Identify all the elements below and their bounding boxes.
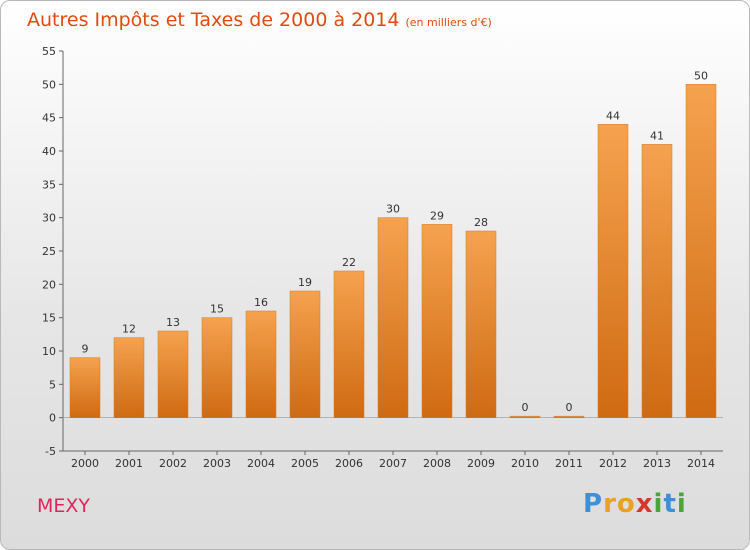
data-label: 16 [254,296,268,309]
data-label: 44 [606,109,620,122]
y-tick-label: 5 [49,378,56,391]
chart-title: Autres Impôts et Taxes de 2000 à 2014 (en… [27,9,492,31]
y-tick-label: -5 [45,445,56,458]
data-label: 13 [166,316,180,329]
data-label: 0 [522,401,529,414]
y-tick-label: 20 [42,278,56,291]
x-tick-label: 2003 [203,457,231,470]
y-tick-label: 25 [42,245,56,258]
x-tick-label: 2008 [423,457,451,470]
logo-letter: x [635,489,654,519]
y-tick-label: 45 [42,112,56,125]
logo-letter: o [616,489,636,519]
logo-letter: i [653,489,664,519]
bar [201,317,233,418]
data-label: 12 [122,323,136,336]
data-label: 19 [298,276,312,289]
data-label: 0 [566,401,573,414]
y-tick-label: 0 [49,412,56,425]
bar [509,415,541,418]
x-tick-label: 2004 [247,457,275,470]
bar [333,270,365,418]
bar [597,124,629,418]
bar [69,357,101,418]
bar [377,217,409,418]
x-tick-label: 2005 [291,457,319,470]
x-tick-label: 2000 [71,457,99,470]
commune-name: MEXY [37,495,91,517]
x-tick-label: 2011 [555,457,583,470]
axes: -5 0 5 10 15 20 25 30 35 40 45 50 55 2000 2001 2002 2003… [42,45,723,470]
data-label: 28 [474,216,488,229]
x-tick-label: 2006 [335,457,363,470]
data-label: 50 [694,69,708,82]
data-label: 22 [342,256,356,269]
y-tick-label: 15 [42,312,56,325]
bar [245,310,277,418]
y-tick-label: 35 [42,178,56,191]
chart-subtitle: (en milliers d'€) [405,16,492,29]
data-label: 15 [210,303,224,316]
x-tick-label: 2009 [467,457,495,470]
data-label: 29 [430,209,444,222]
y-tick-label: 10 [42,345,56,358]
logo-letter: P [583,489,604,519]
data-label: 41 [650,129,664,142]
chart-title-text: Autres Impôts et Taxes de 2000 à 2014 [27,9,400,31]
x-tick-label: 2002 [159,457,187,470]
data-labels: 9 12 13 15 16 19 22 30 29 28 0 0 44 41 50 [82,69,709,414]
y-tick-label: 30 [42,212,56,225]
bar [157,330,189,418]
proxiti-logo: Proxiti [583,489,687,519]
x-tick-label: 2012 [599,457,627,470]
bar [553,415,585,418]
bar [465,230,497,418]
x-tick-label: 2014 [687,457,715,470]
x-tick-label: 2013 [643,457,671,470]
y-tick-label: 40 [42,145,56,158]
logo-letter: t [663,489,677,519]
y-tick-label: 55 [42,45,56,58]
data-label: 30 [386,203,400,216]
bars [69,84,717,418]
bar [113,337,145,418]
x-tick-label: 2007 [379,457,407,470]
y-tick-label: 50 [42,78,56,91]
bar [641,144,673,418]
bar [289,290,321,418]
bar [421,224,453,418]
logo-letter: r [603,489,617,519]
x-tick-label: 2010 [511,457,539,470]
data-label: 9 [82,343,89,356]
x-tick-label: 2001 [115,457,143,470]
bar [685,84,717,418]
logo-letter: i [676,489,687,519]
